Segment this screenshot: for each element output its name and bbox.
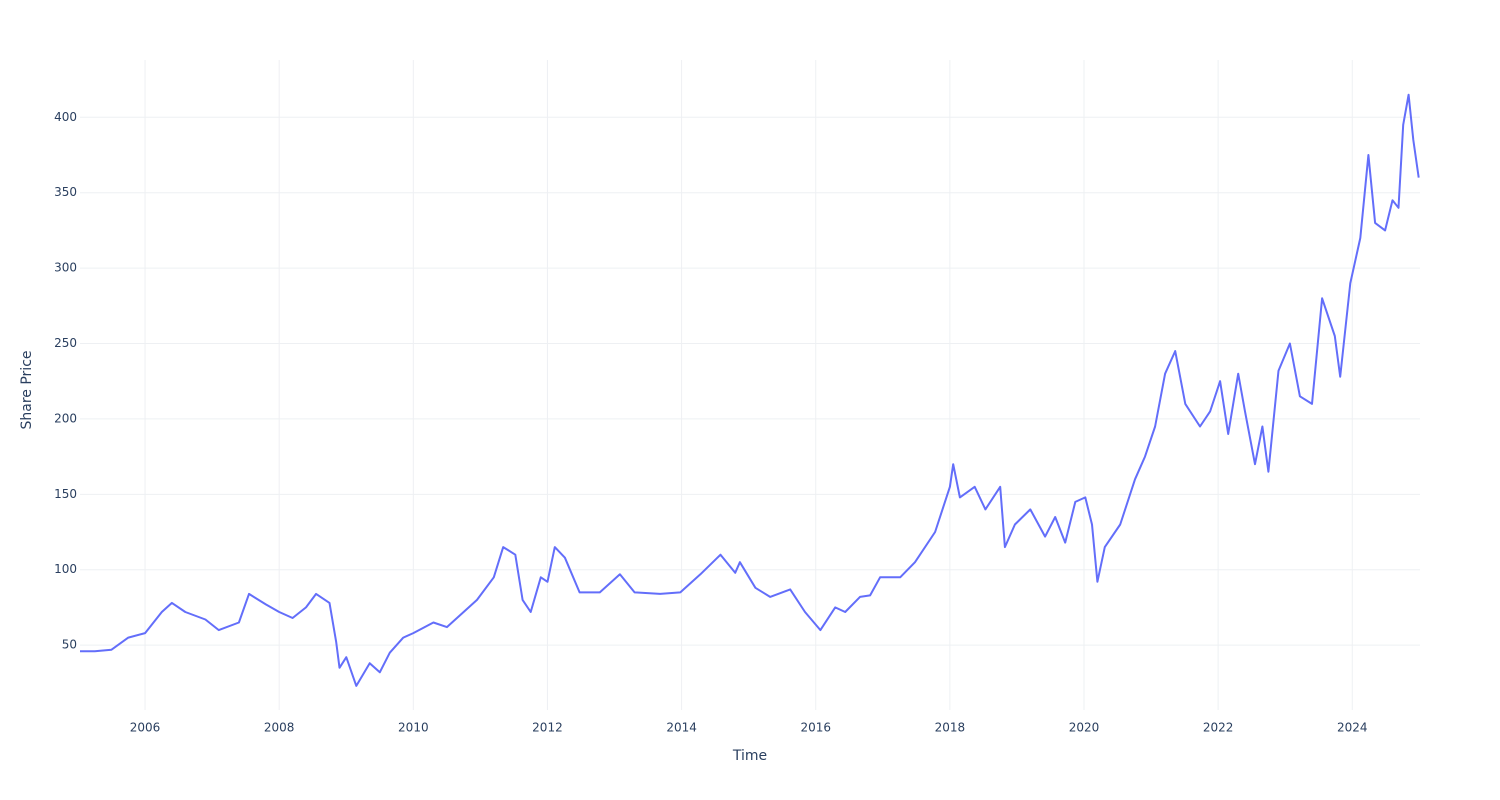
x-tick-label: 2018 xyxy=(935,721,966,735)
y-tick-label: 200 xyxy=(54,411,77,425)
y-tick-label: 250 xyxy=(54,336,77,350)
y-tick-label: 400 xyxy=(54,110,77,124)
y-tick-label: 350 xyxy=(54,185,77,199)
y-tick-label: 50 xyxy=(62,638,77,652)
x-tick-label: 2012 xyxy=(532,721,563,735)
x-tick-label: 2008 xyxy=(264,721,295,735)
x-tick-label: 2024 xyxy=(1337,721,1368,735)
x-tick-label: 2016 xyxy=(800,721,831,735)
x-tick-label: 2022 xyxy=(1203,721,1234,735)
x-tick-label: 2014 xyxy=(666,721,697,735)
x-tick-label: 2020 xyxy=(1069,721,1100,735)
x-tick-label: 2006 xyxy=(130,721,161,735)
x-tick-label: 2010 xyxy=(398,721,429,735)
y-axis-title: Share Price xyxy=(19,350,35,429)
line-series xyxy=(80,93,1420,687)
y-tick-label: 150 xyxy=(54,487,77,501)
x-axis-title: Time xyxy=(732,748,767,764)
y-tick-label: 100 xyxy=(54,562,77,576)
y-tick-label: 300 xyxy=(54,261,77,275)
